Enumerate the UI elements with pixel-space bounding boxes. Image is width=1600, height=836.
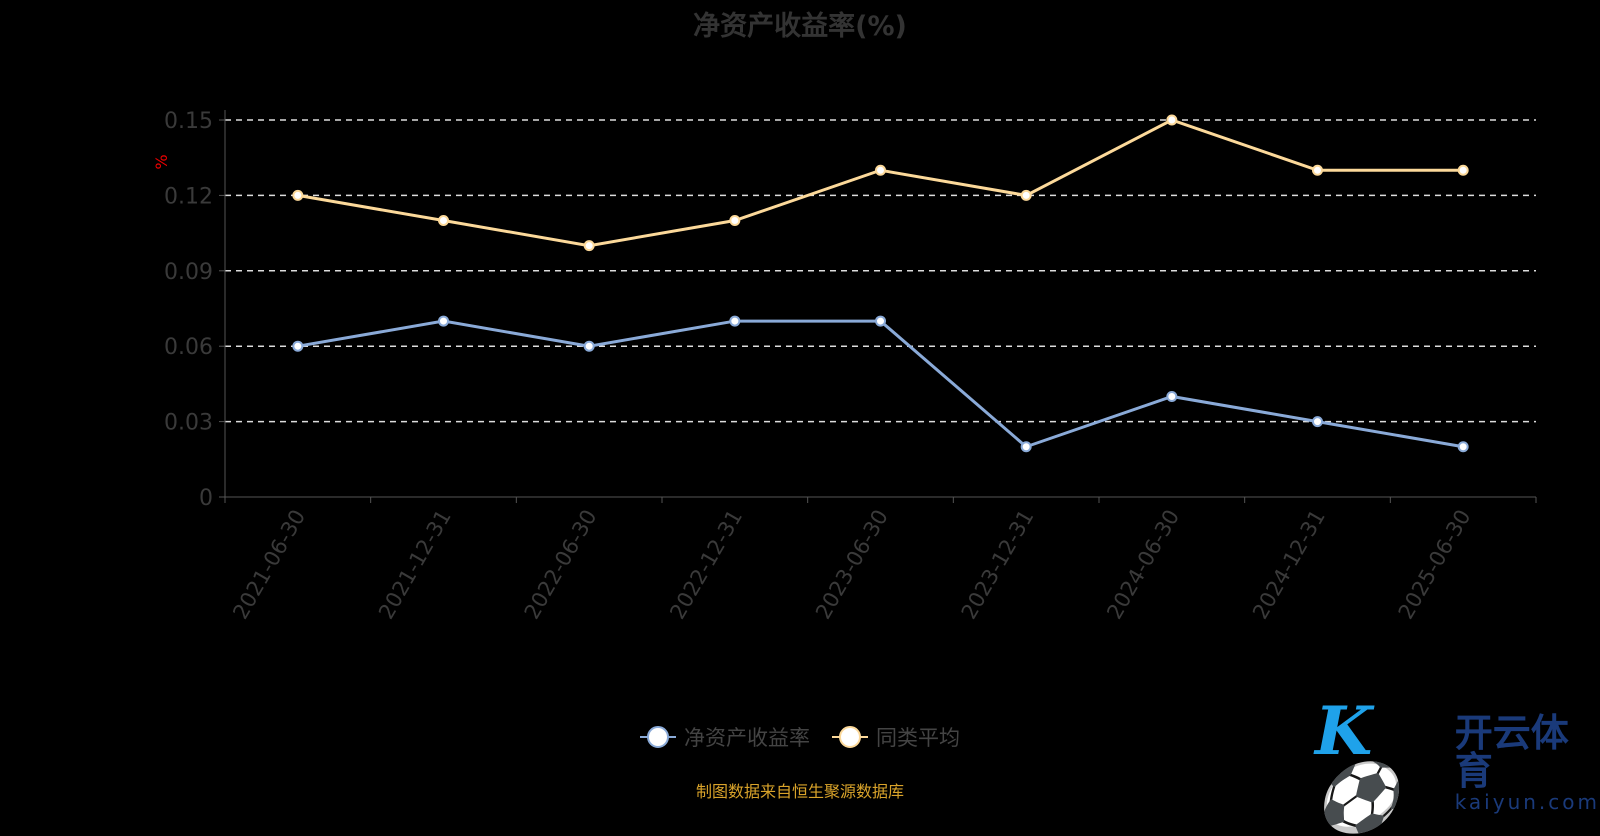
series-line-1 [297,118,1464,248]
y-tick-label: 0.12 [164,184,213,209]
logo-brand-cn: 开云体育 [1454,711,1569,793]
y-tick-label: 0.03 [164,411,213,436]
data-point [292,340,304,352]
data-source-note: 制图数据来自恒生聚源数据库 [695,782,904,801]
x-tick-label: 2021-12-31 [374,506,456,624]
x-tick-label: 2024-06-30 [1102,506,1184,624]
data-point [1312,416,1323,428]
watermark-logo: K⚽ 开云体育 kaiyun.com [1315,698,1600,830]
series-line-0 [297,319,1464,449]
legend-marker-icon [832,726,868,748]
logo-k-icon: K⚽ [1315,692,1398,836]
y-tick-label: 0 [199,486,213,511]
data-point [1457,164,1469,176]
x-tick-label: 2022-06-30 [520,506,602,624]
data-point [292,189,304,201]
y-tick-label: 0.15 [164,109,213,134]
legend-label: 净资产收益率 [684,726,810,750]
data-point [438,215,449,227]
line-chart: 0 0.03 0.06 0.09 0.12 0.15% 2021-06-30 2021-12-… [152,109,1537,624]
x-tick-label: 2022-12-31 [665,506,747,624]
chart-title: 净资产收益率(%) [693,11,907,42]
data-point [875,164,886,176]
data-point [729,315,741,327]
data-point [583,240,595,252]
x-tick-label: 2025-06-30 [1394,506,1476,624]
legend-item-roe[interactable]: 净资产收益率 [640,722,810,752]
legend-item-peer-average[interactable]: 同类平均 [832,722,960,752]
data-point [729,215,741,227]
data-point [1166,390,1178,402]
y-tick-label: 0.06 [164,335,213,360]
legend: 净资产收益率 同类平均 [0,722,1600,752]
y-axis-label: % [152,154,171,169]
y-tick-label: 0.09 [164,260,213,285]
data-point [438,315,449,327]
x-tick-label: 2024-12-31 [1248,506,1330,624]
x-tick-label: 2023-06-30 [811,506,893,624]
data-point [1020,189,1032,201]
data-point [1020,441,1032,453]
legend-marker-icon [640,726,676,748]
data-point [875,315,886,327]
x-tick-label: 2023-12-31 [957,506,1039,624]
logo-brand-en: kaiyun.com [1454,790,1600,814]
data-point [1312,164,1323,176]
x-tick-label: 2021-06-30 [228,506,310,624]
legend-label: 同类平均 [876,726,960,750]
data-point [1457,441,1469,453]
data-point [1166,114,1178,126]
data-point [583,340,595,352]
